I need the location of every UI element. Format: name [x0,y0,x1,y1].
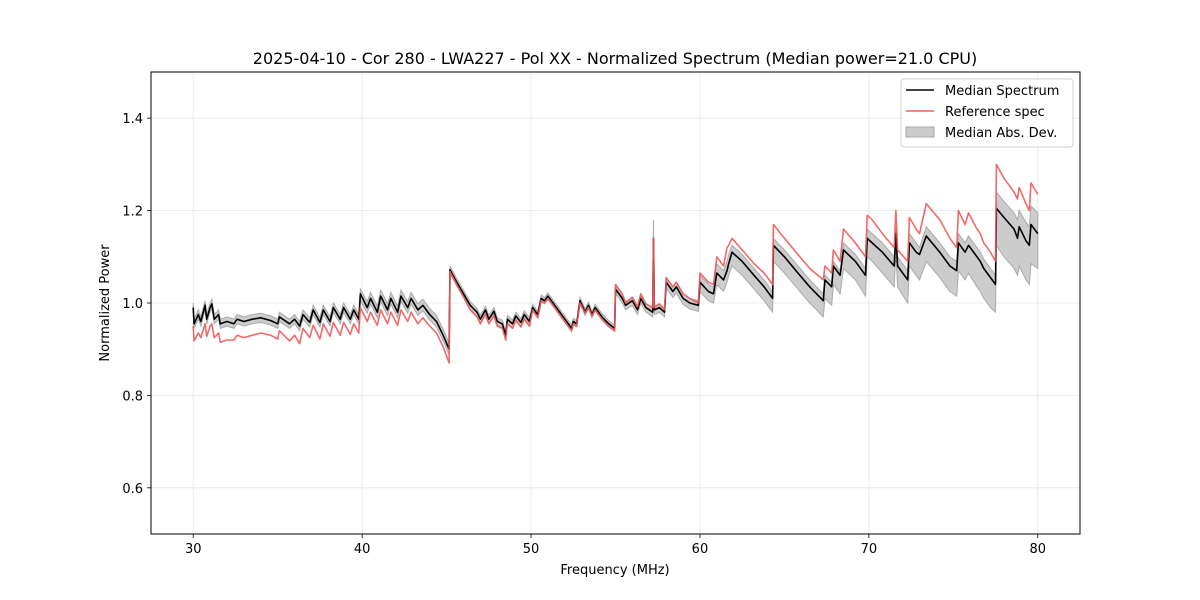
legend-reference-label: Reference spec [945,105,1045,120]
x-axis-label: Frequency (MHz) [560,563,669,578]
chart-title: 2025-04-10 - Cor 280 - LWA227 - Pol XX -… [253,49,977,68]
x-tick-label: 60 [692,542,709,557]
y-axis-label: Normalized Power [98,244,113,362]
series-layer [192,163,1039,364]
y-tick-label: 1.4 [122,112,143,127]
y-axis-ticks: 0.6 0.8 1.0 1.2 1.4 [122,112,151,497]
x-tick-label: 40 [354,542,371,557]
y-tick-label: 0.6 [122,482,143,497]
x-tick-label: 50 [523,542,540,557]
y-tick-label: 1.0 [122,297,143,312]
median-spectrum-line [192,207,1039,351]
x-tick-label: 70 [861,542,878,557]
legend: Median Spectrum Reference spec Median Ab… [900,78,1074,148]
y-tick-label: 1.2 [122,205,143,220]
y-tick-label: 0.8 [122,389,143,404]
reference-spectrum-line [192,163,1039,364]
legend-mad-swatch [905,126,935,138]
legend-median-label: Median Spectrum [945,84,1059,99]
legend-box [900,78,1074,148]
x-tick-label: 30 [185,542,202,557]
x-axis-ticks: 30 40 50 60 70 80 [185,534,1046,557]
x-tick-label: 80 [1029,542,1046,557]
legend-mad-label: Median Abs. Dev. [945,126,1057,141]
